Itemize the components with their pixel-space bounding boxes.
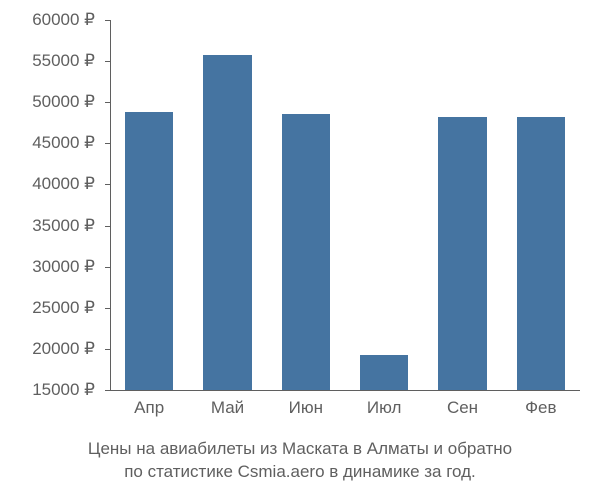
y-axis-tick	[105, 390, 111, 391]
x-axis-line	[110, 390, 580, 391]
y-axis-label: 35000 ₽	[32, 216, 95, 236]
y-axis-labels: 15000 ₽20000 ₽25000 ₽30000 ₽35000 ₽40000…	[0, 20, 105, 390]
x-axis-label: Апр	[134, 398, 164, 418]
y-axis-label: 30000 ₽	[32, 257, 95, 277]
y-axis-label: 55000 ₽	[32, 51, 95, 71]
price-chart: 15000 ₽ 20000 ₽ 25000 ₽ 30000 ₽ 35000 ₽ 40000…	[0, 0, 600, 500]
y-axis-label: 15000 ₽	[32, 380, 95, 400]
caption-line-2: по статистике Csmia.aero в динамике за г…	[124, 462, 476, 481]
y-axis-label: 25000 ₽	[32, 298, 95, 318]
bar	[438, 117, 487, 390]
y-axis-label: 50000 ₽	[32, 92, 95, 112]
x-axis-labels: Апр Май Июн Июл Сен Фев	[110, 398, 580, 428]
chart-caption: Цены на авиабилеты из Маската в Алматы и…	[0, 438, 600, 484]
caption-line-1: Цены на авиабилеты из Маската в Алматы и…	[88, 439, 512, 458]
bar	[282, 114, 331, 390]
y-axis-label: 40000 ₽	[32, 174, 95, 194]
y-axis-label: 20000 ₽	[32, 339, 95, 359]
x-axis-label: Фев	[525, 398, 556, 418]
x-axis-label: Июл	[367, 398, 402, 418]
y-axis-label: 60000 ₽	[32, 10, 95, 30]
bar	[125, 112, 174, 390]
x-axis-label: Сен	[447, 398, 478, 418]
bar	[517, 117, 566, 390]
bar	[203, 55, 252, 390]
y-axis-label: 45000 ₽	[32, 133, 95, 153]
plot-area	[110, 20, 580, 390]
x-axis-label: Июн	[289, 398, 323, 418]
x-axis-label: Май	[211, 398, 244, 418]
bar	[360, 355, 409, 390]
